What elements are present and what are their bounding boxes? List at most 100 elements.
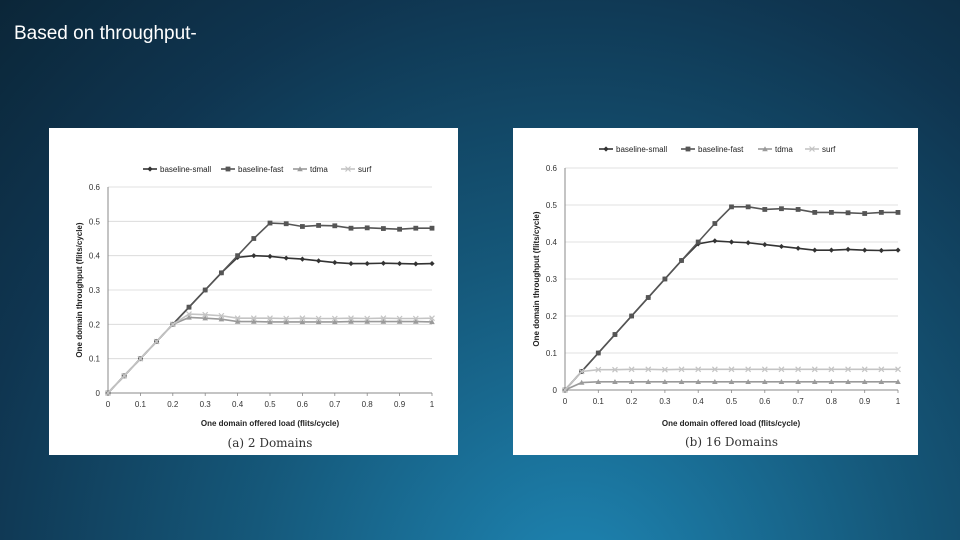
chart-b-data-point <box>778 366 785 373</box>
chart-b-legend: baseline-small baseline-fast tdma surf <box>599 145 836 154</box>
chart-a-data-point <box>299 315 306 322</box>
chart-b-data-point <box>895 247 901 253</box>
chart-b-data-point <box>678 366 685 373</box>
chart-a-y-tick-label: 0.3 <box>89 286 101 295</box>
chart-a-legend-marker <box>345 166 351 172</box>
chart-b-data-point <box>662 276 668 282</box>
chart-b-x-tick-label: 0.9 <box>859 397 871 406</box>
chart-b-legend-label: baseline-small <box>616 145 667 154</box>
chart-a-data-point <box>267 319 273 325</box>
chart-a-data-point <box>413 261 419 267</box>
chart-b-data-point <box>762 241 768 248</box>
chart-a-data-point <box>381 226 386 231</box>
chart-b-data-point <box>812 210 818 215</box>
chart-b-data-point <box>628 366 635 373</box>
chart-b-data-point <box>895 379 901 385</box>
chart-a-x-tick-label: 0.9 <box>394 400 406 409</box>
chart-a-data-point <box>332 259 338 266</box>
chart-a-data-point <box>380 318 387 324</box>
chart-a-data-point <box>186 304 192 310</box>
chart-a-data-point <box>153 338 160 345</box>
throughput-chart-2-domains: 0 0.1 0.2 0.3 0.4 0.5 0.6 0 0.1 0.2 0.3 0.4 0.5 0.6 0.… <box>75 165 435 450</box>
chart-a-data-point <box>267 315 273 322</box>
chart-b-data-point <box>878 366 885 373</box>
chart-a-y-tick-label: 0.5 <box>89 217 101 226</box>
chart-a-y-tick-label: 0.4 <box>89 252 101 261</box>
chart-b-data-point <box>595 350 601 356</box>
chart-b-data-point <box>661 366 668 373</box>
chart-b-data-point <box>761 366 768 373</box>
chart-a-legend-marker <box>225 166 231 172</box>
chart-a-data-point <box>283 315 290 322</box>
chart-a-y-tick-label: 0.2 <box>89 320 101 329</box>
chart-a-data-point <box>202 311 209 318</box>
chart-b-data-point <box>795 379 801 385</box>
chart-b-series-tdma <box>562 379 901 393</box>
chart-b-data-point <box>712 238 718 244</box>
chart-a-legend-label: baseline-fast <box>238 165 284 174</box>
chart-a-legend-label: baseline-small <box>160 165 211 174</box>
chart-a-series-line <box>107 316 433 394</box>
chart-b-data-point <box>862 211 868 216</box>
chart-a-data-point <box>283 319 289 325</box>
chart-b-data-point <box>845 246 851 252</box>
chart-b-data-point <box>729 204 734 210</box>
chart-a-series-line <box>107 313 433 394</box>
chart-a-x-tick-label: 1 <box>430 400 435 409</box>
chart-a-data-point <box>315 319 322 325</box>
chart-a-data-point <box>429 319 435 325</box>
chart-b-data-point <box>811 366 818 373</box>
chart-b-y-tick-label: 0.6 <box>546 164 558 173</box>
chart-b-data-point <box>778 243 785 250</box>
chart-a-data-point <box>251 318 257 324</box>
chart-b-data-point <box>811 379 818 385</box>
chart-b-data-point <box>778 379 785 385</box>
chart-a-legend-label: surf <box>358 165 372 174</box>
chart-b-x-tick-label: 0.2 <box>626 397 638 406</box>
chart-b-data-point <box>829 210 834 215</box>
chart-a-x-tick-label: 0.2 <box>167 400 179 409</box>
chart-b-data-point <box>662 379 668 385</box>
chart-b-legend-label: baseline-fast <box>698 145 744 154</box>
chart-b-data-point <box>745 240 751 246</box>
chart-b-data-point <box>812 247 818 253</box>
chart-b-data-point <box>878 210 884 215</box>
chart-a-data-point <box>234 318 241 324</box>
chart-a-data-point <box>299 256 305 262</box>
chart-a-data-point <box>315 315 322 322</box>
chart-b-y-tick-label: 0.1 <box>546 349 558 358</box>
chart-a-data-point <box>300 224 305 229</box>
chart-b-data-point <box>762 379 768 385</box>
chart-b-x-tick-label: 0.5 <box>726 397 738 406</box>
chart-a-legend: baseline-small baseline-fast tdma surf <box>143 165 372 174</box>
chart-a-data-point <box>137 355 144 362</box>
chart-b-data-point <box>645 366 652 373</box>
chart-a-data-point <box>348 260 354 267</box>
chart-a-x-tick-label: 0.8 <box>362 400 374 409</box>
chart-a-data-point <box>169 321 176 328</box>
chart-b-data-point <box>861 379 868 385</box>
chart-b-data-point <box>779 206 784 212</box>
chart-b-data-point <box>695 366 702 373</box>
chart-b-x-tick-label: 0.3 <box>659 397 671 406</box>
chart-b-data-point <box>745 204 751 210</box>
chart-b-data-point <box>711 366 718 373</box>
chart-a-x-tick-label: 0.4 <box>232 400 244 409</box>
chart-b-data-point <box>728 379 735 385</box>
chart-a-data-point <box>396 318 403 324</box>
chart-b-data-point <box>629 313 634 319</box>
chart-a-data-point <box>348 315 354 322</box>
chart-a-data-point <box>316 258 322 264</box>
chart-b-data-point <box>795 366 802 373</box>
chart-a-data-point <box>299 319 306 325</box>
chart-a-series-tdma <box>105 314 435 396</box>
chart-b-legend-marker <box>809 146 815 152</box>
chart-b-data-point <box>695 239 701 245</box>
chart-b-data-point <box>828 379 835 385</box>
chart-a-data-point <box>397 260 403 267</box>
chart-b-legend-marker <box>603 146 609 152</box>
chart-b-data-point <box>712 379 718 385</box>
chart-b-y-tick-label: 0.3 <box>546 275 558 284</box>
chart-a-x-tick-label: 0.7 <box>329 400 341 409</box>
chart-a-x-tick-label: 0.6 <box>297 400 309 409</box>
